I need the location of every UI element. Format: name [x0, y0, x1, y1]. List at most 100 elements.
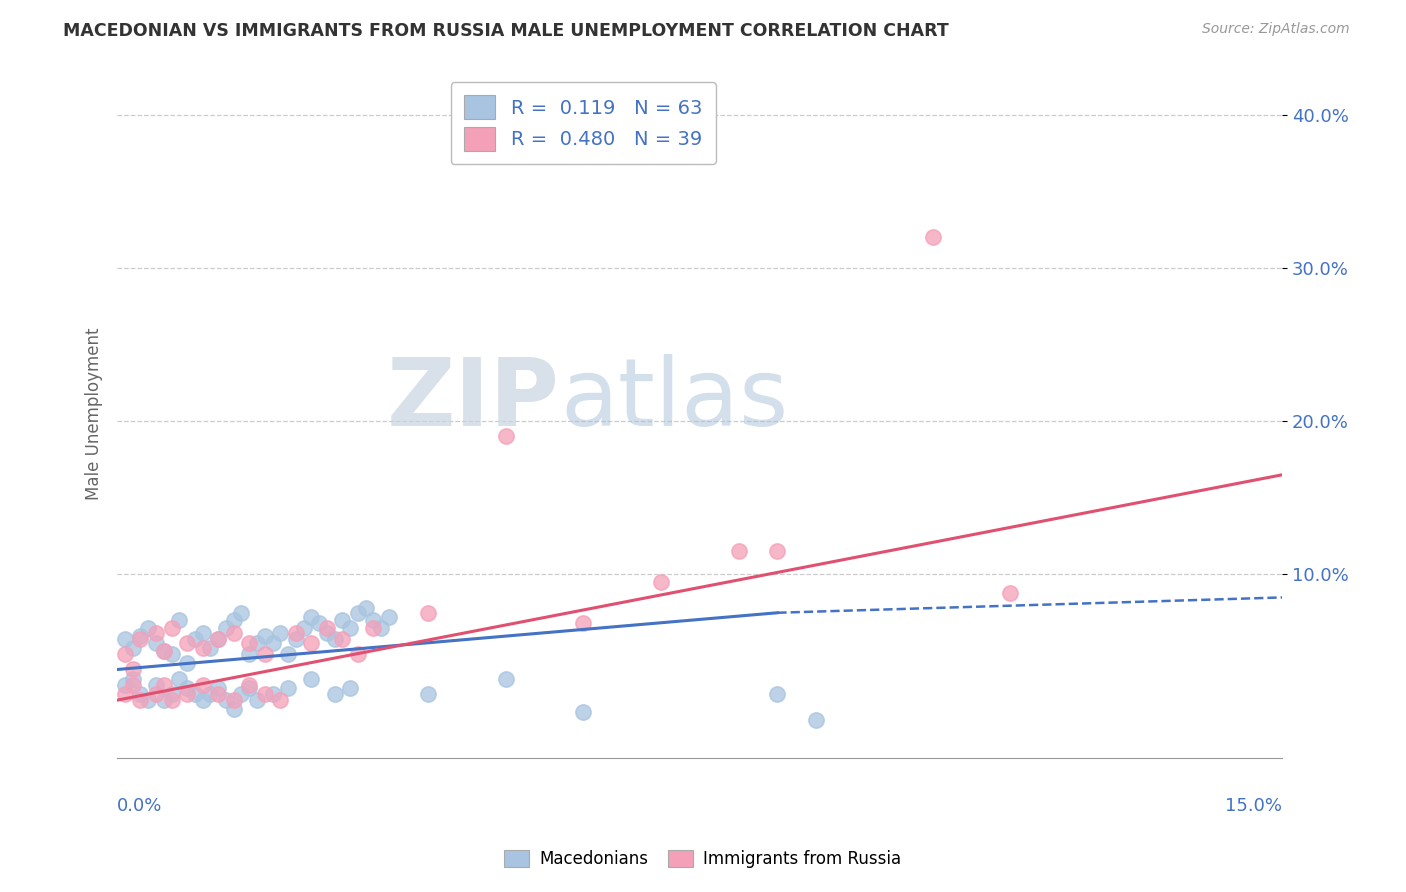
Point — [222, 625, 245, 640]
Point — [129, 629, 152, 643]
Point — [231, 606, 253, 620]
Point — [145, 687, 167, 701]
Point — [191, 625, 214, 640]
Point — [253, 647, 276, 661]
Point — [269, 693, 291, 707]
Point — [284, 632, 307, 646]
Point — [160, 693, 183, 707]
Point — [766, 687, 789, 701]
Point — [299, 610, 322, 624]
Point — [238, 681, 260, 695]
Point — [129, 687, 152, 701]
Point — [160, 621, 183, 635]
Point — [347, 647, 370, 661]
Point — [215, 693, 238, 707]
Point — [176, 687, 198, 701]
Point — [262, 687, 284, 701]
Point — [222, 693, 245, 707]
Point — [145, 625, 167, 640]
Point — [299, 672, 322, 686]
Point — [176, 636, 198, 650]
Point — [222, 614, 245, 628]
Point — [121, 678, 143, 692]
Point — [572, 706, 595, 720]
Text: Source: ZipAtlas.com: Source: ZipAtlas.com — [1202, 22, 1350, 37]
Point — [191, 693, 214, 707]
Point — [246, 693, 269, 707]
Point — [253, 687, 276, 701]
Point — [495, 429, 517, 443]
Point — [121, 640, 143, 655]
Point — [222, 702, 245, 716]
Point — [416, 606, 439, 620]
Point — [253, 629, 276, 643]
Point — [262, 636, 284, 650]
Point — [650, 575, 672, 590]
Point — [277, 681, 299, 695]
Point — [191, 640, 214, 655]
Point — [292, 621, 315, 635]
Point — [766, 544, 789, 558]
Point — [152, 693, 174, 707]
Point — [207, 632, 229, 646]
Point — [184, 687, 207, 701]
Point — [152, 678, 174, 692]
Text: 0.0%: 0.0% — [117, 797, 163, 814]
Point — [495, 672, 517, 686]
Point — [215, 621, 238, 635]
Legend: Macedonians, Immigrants from Russia: Macedonians, Immigrants from Russia — [498, 843, 908, 875]
Point — [114, 687, 136, 701]
Point — [200, 687, 222, 701]
Point — [416, 687, 439, 701]
Point — [121, 663, 143, 677]
Point — [332, 632, 354, 646]
Point — [145, 636, 167, 650]
Point — [114, 632, 136, 646]
Y-axis label: Male Unemployment: Male Unemployment — [86, 327, 103, 500]
Point — [200, 640, 222, 655]
Point — [129, 632, 152, 646]
Point — [184, 632, 207, 646]
Point — [176, 681, 198, 695]
Point — [231, 687, 253, 701]
Point — [191, 678, 214, 692]
Point — [572, 616, 595, 631]
Point — [114, 678, 136, 692]
Text: MACEDONIAN VS IMMIGRANTS FROM RUSSIA MALE UNEMPLOYMENT CORRELATION CHART: MACEDONIAN VS IMMIGRANTS FROM RUSSIA MAL… — [63, 22, 949, 40]
Text: ZIP: ZIP — [387, 353, 560, 446]
Point — [299, 636, 322, 650]
Point — [269, 625, 291, 640]
Point — [114, 647, 136, 661]
Point — [315, 625, 337, 640]
Point — [238, 678, 260, 692]
Point — [363, 614, 385, 628]
Point — [1000, 586, 1022, 600]
Point — [315, 621, 337, 635]
Point — [921, 230, 943, 244]
Point — [169, 672, 191, 686]
Point — [136, 693, 159, 707]
Point — [284, 625, 307, 640]
Point — [176, 657, 198, 671]
Point — [378, 610, 401, 624]
Point — [152, 644, 174, 658]
Point — [323, 687, 346, 701]
Point — [160, 687, 183, 701]
Point — [169, 614, 191, 628]
Point — [363, 621, 385, 635]
Point — [339, 681, 361, 695]
Point — [238, 636, 260, 650]
Point — [145, 678, 167, 692]
Point — [121, 672, 143, 686]
Point — [207, 632, 229, 646]
Point — [246, 636, 269, 650]
Point — [370, 621, 392, 635]
Point — [136, 621, 159, 635]
Point — [354, 601, 377, 615]
Point — [160, 647, 183, 661]
Point — [806, 713, 828, 727]
Point — [323, 632, 346, 646]
Point — [347, 606, 370, 620]
Point — [277, 647, 299, 661]
Text: atlas: atlas — [560, 353, 789, 446]
